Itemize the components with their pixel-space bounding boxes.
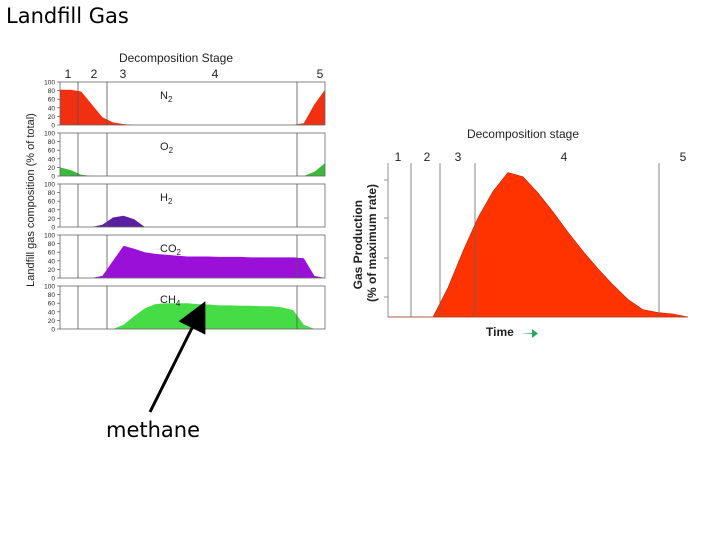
gas-production-area <box>388 172 689 318</box>
y-tick-label: 60 <box>48 148 56 155</box>
y-tick-label: 40 <box>48 258 56 265</box>
stage-label-3: 3 <box>120 67 127 81</box>
svg-text:Gas Production (% of max: Gas Production (% of maximum rate) <box>351 184 379 302</box>
y-tick-label: 80 <box>48 241 56 248</box>
y-tick-label: 100 <box>44 182 55 189</box>
stage-label-5: 5 <box>317 67 324 81</box>
y-tick-label: 0 <box>51 276 55 283</box>
y-tick-label: 80 <box>48 139 56 146</box>
y-tick-label: 60 <box>48 97 56 104</box>
panel-frame <box>59 234 326 279</box>
composition-stage-labels: 1 2 3 4 5 <box>65 67 324 81</box>
methane-callout-label: methane <box>106 418 201 442</box>
y-tick-label: 20 <box>48 114 56 121</box>
y-tick-label: 0 <box>51 123 55 130</box>
y-tick-label: 40 <box>48 156 56 163</box>
y-tick-label: 20 <box>48 165 56 172</box>
series-area-o2 <box>60 163 325 176</box>
production-stage-label-2: 2 <box>424 150 431 164</box>
y-tick-label: 60 <box>48 250 56 257</box>
series-label-h2: H2 <box>160 192 173 206</box>
series-label-o2: O2 <box>160 141 174 155</box>
panel-frame <box>59 81 326 126</box>
composition-chart-title: Decomposition Stage <box>119 51 233 65</box>
y-tick-label: 100 <box>44 80 55 87</box>
series-area-co2 <box>60 245 325 278</box>
y-tick-label: 20 <box>48 267 56 274</box>
composition-chart: Decomposition Stage 1 2 3 4 5 Landfill g… <box>25 51 326 334</box>
series-area-n2 <box>60 89 325 125</box>
slide-title: Landfill Gas <box>6 4 129 28</box>
stage-label-4: 4 <box>212 67 219 81</box>
composition-y-axis-label: Landfill gas composition (% of total) <box>25 113 37 287</box>
y-tick-label: 0 <box>51 174 55 181</box>
y-tick-label: 60 <box>48 199 56 206</box>
y-tick-label: 0 <box>51 327 55 334</box>
series-label-co2: CO2 <box>160 243 182 257</box>
y-tick-label: 100 <box>44 233 55 240</box>
y-tick-label: 20 <box>48 318 56 325</box>
production-x-axis-label: Time <box>486 325 514 339</box>
y-tick-label: 80 <box>48 190 56 197</box>
time-arrow-icon <box>521 329 538 338</box>
stage-label-1: 1 <box>65 67 72 81</box>
y-tick-label: 100 <box>44 284 55 291</box>
composition-panels: 020406080100N2020406080100O2020406080100… <box>44 80 326 334</box>
production-chart-title: Decomposition stage <box>467 127 579 141</box>
y-tick-label: 60 <box>48 301 56 308</box>
y-tick-label: 0 <box>51 225 55 232</box>
y-tick-label: 100 <box>44 131 55 138</box>
panel-frame <box>59 183 326 228</box>
y-tick-label: 80 <box>48 292 56 299</box>
production-y-axis-label-line2: (% of maximum rate) <box>365 184 379 302</box>
production-stage-labels: 1 2 3 4 5 <box>395 150 687 164</box>
panel-frame <box>59 132 326 177</box>
series-area-h2 <box>60 215 325 227</box>
production-stage-label-1: 1 <box>395 150 402 164</box>
production-stage-label-5: 5 <box>680 150 687 164</box>
series-label-ch4: CH4 <box>160 294 181 308</box>
production-plot <box>384 163 689 318</box>
production-stage-label-3: 3 <box>455 150 462 164</box>
production-chart: Decomposition stage 1 2 3 4 5 Gas Produc… <box>351 127 689 339</box>
series-label-n2: N2 <box>160 90 173 104</box>
production-stage-label-4: 4 <box>561 150 568 164</box>
y-tick-label: 20 <box>48 216 56 223</box>
y-tick-label: 80 <box>48 88 56 95</box>
production-y-axis-label-line1: Gas Production <box>351 200 365 289</box>
y-tick-label: 40 <box>48 105 56 112</box>
stage-label-2: 2 <box>91 67 98 81</box>
y-tick-label: 40 <box>48 309 56 316</box>
y-tick-label: 40 <box>48 207 56 214</box>
methane-callout-arrow <box>148 301 206 413</box>
